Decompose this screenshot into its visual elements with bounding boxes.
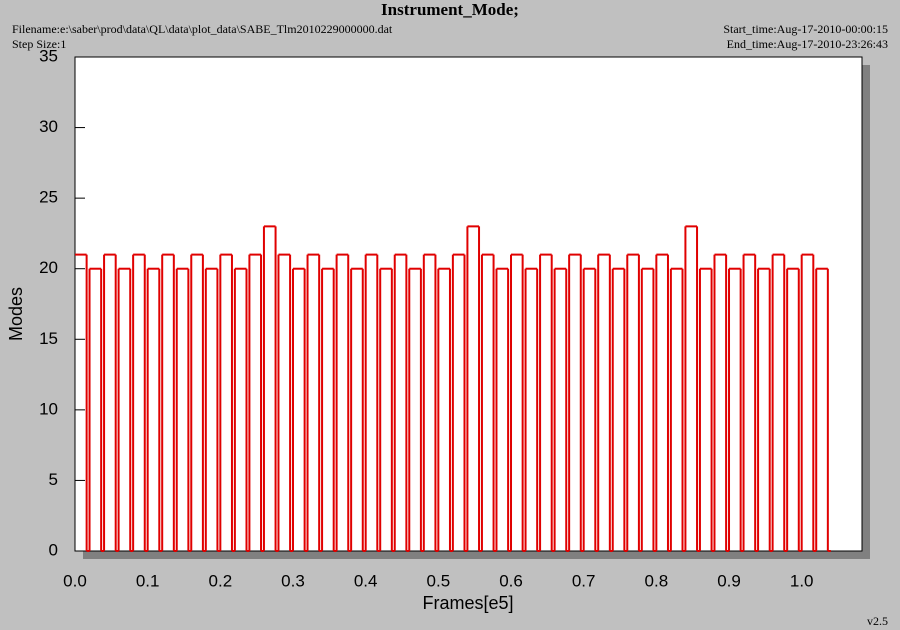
x-tick-label: 1.0 — [790, 571, 814, 590]
start-time: Start_time:Aug-17-2010-00:00:15 — [723, 22, 888, 36]
y-tick-label: 25 — [39, 188, 58, 207]
version: v2.5 — [867, 614, 888, 628]
x-tick-label: 0.6 — [499, 571, 523, 590]
y-tick-label: 20 — [39, 258, 58, 277]
x-tick-label: 0.4 — [354, 571, 378, 590]
y-tick-label: 35 — [39, 46, 58, 65]
x-tick-label: 0.8 — [645, 571, 669, 590]
x-tick-label: 0.1 — [136, 571, 160, 590]
x-tick-label: 0.3 — [281, 571, 305, 590]
end-time: End_time:Aug-17-2010-23:26:43 — [727, 37, 888, 51]
chart-title: Instrument_Mode; — [381, 0, 519, 19]
y-tick-label: 5 — [49, 470, 58, 489]
step-size: Step Size:1 — [12, 37, 66, 51]
y-tick-label: 15 — [39, 329, 58, 348]
y-tick-label: 10 — [39, 399, 58, 418]
x-tick-label: 0.0 — [63, 571, 87, 590]
filename: Filename:e:\saber\prod\data\QL\data\plot… — [12, 22, 393, 36]
x-tick-label: 0.7 — [572, 571, 596, 590]
x-axis-label: Frames[e5] — [422, 593, 513, 613]
y-tick-label: 0 — [49, 540, 58, 559]
x-tick-label: 0.9 — [717, 571, 741, 590]
y-tick-label: 30 — [39, 117, 58, 136]
x-tick-label: 0.2 — [209, 571, 233, 590]
x-tick-label: 0.5 — [427, 571, 451, 590]
y-axis-label: Modes — [6, 287, 26, 341]
